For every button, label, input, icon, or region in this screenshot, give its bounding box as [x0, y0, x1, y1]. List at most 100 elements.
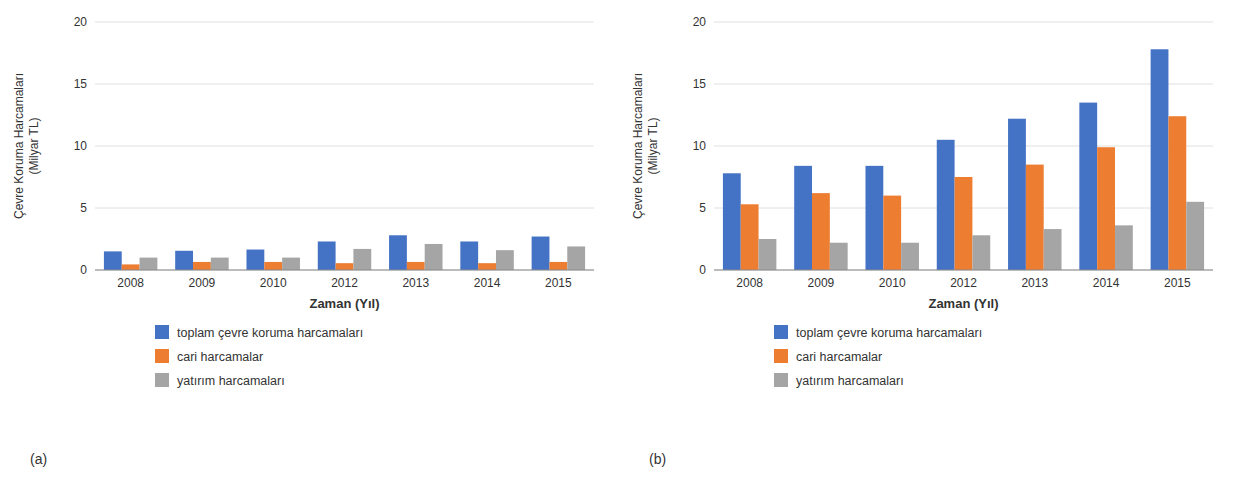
y-tick-label: 20	[693, 15, 707, 29]
legend-swatch	[155, 325, 169, 339]
bar	[972, 235, 990, 270]
x-tick-label: 2014	[1093, 276, 1120, 290]
x-tick-label: 2015	[545, 276, 572, 290]
bar	[389, 235, 407, 270]
bar	[353, 249, 371, 270]
y-tick-label: 10	[74, 139, 88, 153]
legend-label: yatırım harcamaları	[796, 374, 904, 388]
legend: toplam çevre koruma harcamaları cari harc…	[774, 325, 982, 388]
y-tick-label: 15	[693, 77, 707, 91]
legend-label: toplam çevre koruma harcamaları	[177, 326, 363, 340]
bar	[264, 262, 282, 270]
panel-label: (a)	[30, 451, 47, 467]
bar	[193, 262, 211, 270]
bar	[794, 166, 812, 270]
bar	[1026, 165, 1044, 270]
bar	[567, 246, 585, 270]
grid-line	[714, 146, 1213, 147]
grid-line	[714, 22, 1213, 23]
bar	[211, 258, 229, 270]
bar	[1008, 119, 1026, 270]
bar	[425, 244, 443, 270]
legend-label: cari harcamalar	[177, 350, 263, 364]
x-tick-label: 2010	[879, 276, 906, 290]
bars	[104, 235, 585, 270]
bar	[246, 250, 264, 270]
y-tick-label: 0	[80, 263, 87, 277]
bar	[318, 241, 336, 270]
grid-line	[95, 270, 594, 271]
y-tick-label: 15	[74, 77, 88, 91]
grid-line	[714, 84, 1213, 85]
x-tick-label: 2008	[117, 276, 144, 290]
bar	[955, 177, 973, 270]
x-tick-label: 2012	[950, 276, 977, 290]
bar	[812, 193, 830, 270]
x-tick-label: 2009	[808, 276, 835, 290]
bar	[1115, 225, 1133, 270]
y-axis-label: Çevre Koruma Harcamaları(Milyar TL)	[12, 73, 41, 219]
bar	[140, 258, 158, 270]
grid-line	[95, 84, 594, 85]
legend-swatch	[774, 325, 788, 339]
y-tick-label: 5	[699, 201, 706, 215]
y-axis-label: Çevre Koruma Harcamaları(Milyar TL)	[631, 73, 660, 219]
bar	[865, 166, 883, 270]
bar	[336, 263, 354, 270]
bar	[759, 239, 777, 270]
bar	[532, 237, 550, 270]
x-axis-line	[714, 270, 1213, 271]
bar	[496, 250, 514, 270]
bar	[830, 243, 848, 270]
bar	[937, 140, 955, 270]
x-tick-label: 2015	[1164, 276, 1191, 290]
legend-label: yatırım harcamaları	[177, 374, 285, 388]
legend-swatch	[774, 373, 788, 387]
bar	[122, 264, 140, 270]
bar	[1079, 103, 1097, 270]
x-tick-label: 2013	[1021, 276, 1048, 290]
bar	[549, 262, 567, 270]
bar	[104, 251, 122, 270]
legend: toplam çevre koruma harcamaları cari harc…	[155, 325, 363, 388]
grid-line	[714, 270, 1213, 271]
x-tick-label: 2012	[331, 276, 358, 290]
x-axis-label: Zaman (Yıl)	[928, 296, 998, 311]
bar	[741, 204, 759, 270]
figure: 051015202008200920102012201320142015Zama…	[0, 0, 1238, 478]
bar	[1044, 229, 1062, 270]
bar	[723, 173, 741, 270]
bars	[723, 49, 1204, 270]
x-tick-label: 2010	[260, 276, 287, 290]
panel-label: (b)	[649, 451, 666, 467]
bar	[1097, 147, 1115, 270]
grid-line	[95, 146, 594, 147]
grid-line	[95, 208, 594, 209]
bar	[883, 196, 901, 270]
x-axis-line	[95, 270, 594, 271]
bar	[1186, 202, 1204, 270]
bar	[1151, 49, 1169, 270]
bar	[460, 241, 478, 270]
bar	[175, 251, 193, 270]
bar	[407, 262, 425, 270]
legend-swatch	[155, 373, 169, 387]
x-tick-label: 2013	[402, 276, 429, 290]
x-axis-label: Zaman (Yıl)	[309, 296, 379, 311]
panel: 0 5 10 15 20 2008 2009 2010 2012 2013 2014 2015 Zama…	[631, 15, 1213, 467]
y-tick-label: 10	[693, 139, 707, 153]
bar	[1168, 116, 1186, 270]
grid-line	[95, 22, 594, 23]
bar	[901, 243, 919, 270]
y-tick-label: 20	[74, 15, 88, 29]
legend-swatch	[155, 349, 169, 363]
panel: 051015202008200920102012201320142015Zama…	[12, 15, 594, 467]
bar	[282, 258, 300, 270]
bar	[478, 263, 496, 270]
x-tick-label: 2008	[736, 276, 763, 290]
y-tick-label: 5	[80, 201, 87, 215]
y-tick-label: 0	[699, 263, 706, 277]
x-tick-label: 2009	[189, 276, 216, 290]
legend-label: toplam çevre koruma harcamaları	[796, 326, 982, 340]
legend-label: cari harcamalar	[796, 350, 882, 364]
